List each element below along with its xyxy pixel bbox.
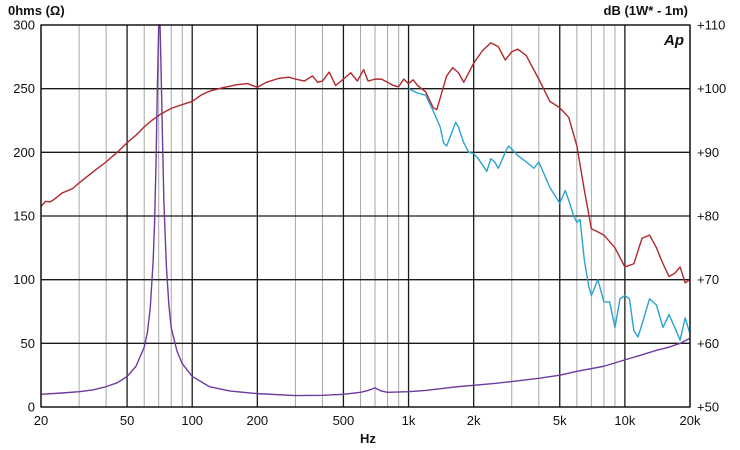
y-right-tick-label: +70 xyxy=(697,272,719,287)
y-left-tick-label: 300 xyxy=(13,18,35,33)
series-layer xyxy=(40,24,691,397)
left-axis-title: 0hms (Ω) xyxy=(8,3,65,18)
plot-frame xyxy=(40,24,691,408)
y-left-tick-label: 250 xyxy=(13,81,35,96)
y-left-tick-label: 50 xyxy=(21,336,35,351)
y-right-tick-label: +100 xyxy=(697,81,726,96)
x-tick-label: 1k xyxy=(402,413,416,428)
y-right-tick-label: +110 xyxy=(697,18,725,33)
grid xyxy=(40,24,691,408)
series-line xyxy=(40,24,691,397)
y-left-tick-label: 100 xyxy=(13,272,35,287)
x-tick-label: 500 xyxy=(333,413,355,428)
x-tick-label: 20 xyxy=(34,413,48,428)
x-tick-label: 10k xyxy=(614,413,635,428)
series-line xyxy=(40,42,691,284)
tick-labels: 20 50 100 200 500 1k 2k 5k 10k 20k 0 50 100 150 200 250… xyxy=(13,18,726,429)
series-line xyxy=(408,88,691,341)
right-axis-title: dB (1W* - 1m) xyxy=(604,3,689,18)
y-left-tick-label: 0 xyxy=(28,400,35,415)
y-left-tick-label: 150 xyxy=(13,209,35,224)
x-tick-label: 2k xyxy=(467,413,481,428)
x-tick-label: 200 xyxy=(246,413,268,428)
y-right-tick-label: +50 xyxy=(697,400,719,415)
x-tick-label: 50 xyxy=(120,413,134,428)
x-tick-label: 20k xyxy=(680,413,701,428)
y-right-tick-label: +90 xyxy=(697,145,719,160)
y-left-tick-label: 200 xyxy=(13,145,35,160)
x-axis-title: Hz xyxy=(360,431,376,446)
y-right-tick-label: +80 xyxy=(697,209,719,224)
y-right-tick-label: +60 xyxy=(697,336,719,351)
x-tick-label: 5k xyxy=(553,413,567,428)
ap-logo: Ap xyxy=(663,32,684,49)
x-tick-label: 100 xyxy=(181,413,203,428)
